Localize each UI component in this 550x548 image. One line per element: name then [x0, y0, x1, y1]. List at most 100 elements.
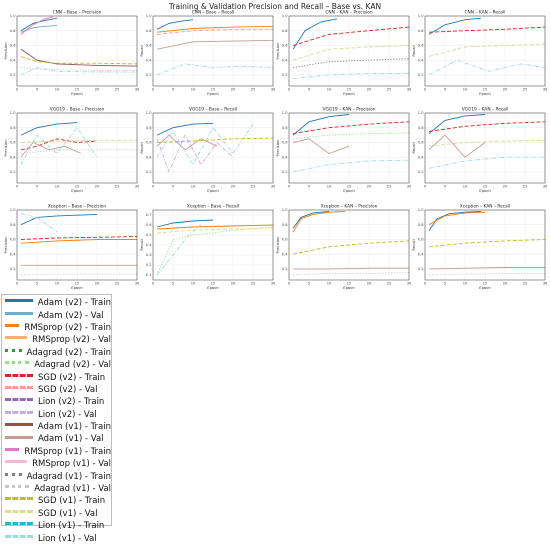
y-tick-label: 0.8 — [146, 29, 152, 33]
y-tick-label: 0.2 — [282, 267, 288, 271]
x-tick-label: 30 — [271, 185, 276, 189]
x-tick-label: 15 — [75, 185, 80, 189]
legend-item: Adagrad (v2) - Val — [2, 359, 111, 371]
x-tick-label: 0 — [424, 282, 427, 286]
x-tick-label: 5 — [36, 185, 38, 189]
y-tick-label: 1.0 — [282, 208, 288, 212]
series-line-adam-v2-train — [156, 219, 214, 228]
series-line-lion-v1-val — [428, 156, 545, 169]
series-line-lion-v1-val — [156, 63, 274, 76]
series-line-sgd-v2-train — [292, 121, 410, 135]
x-axis-label: Epoch — [343, 188, 355, 193]
legend-item: Adagrad (v1) - Val — [2, 483, 111, 495]
y-tick-label: 0.4 — [282, 58, 288, 62]
y-tick-label: 0.2 — [418, 73, 424, 77]
legend-item: SGD (v1) - Val — [2, 508, 111, 520]
subplot-10: Xception – Base – Recall 0.1 0.2 0.3 0.4 0.5 0… — [139, 204, 276, 291]
subplot-3: CNN – KAN – Precision 0.2 0.4 0.6 0.8 1.0 0 5 10… — [275, 10, 412, 97]
y-tick-label: 0.4 — [418, 252, 424, 256]
x-tick-label: 15 — [483, 185, 488, 189]
x-tick-label: 25 — [251, 282, 256, 286]
legend-swatch — [5, 497, 33, 510]
x-tick-label: 5 — [308, 185, 310, 189]
x-tick-label: 0 — [424, 185, 427, 189]
series-line-rmsprop-v2-train — [428, 211, 486, 226]
y-tick-label: 0.8 — [146, 126, 152, 130]
series-line-adam-v2-train — [292, 211, 330, 229]
y-axis-label: Precision — [3, 139, 8, 157]
series-line-rmsprop-v1-train — [20, 16, 54, 35]
series-line-lion-v1-val — [292, 73, 409, 80]
legend-label: Adagrad (v1) - Val — [34, 484, 111, 495]
y-tick-label: 0.8 — [10, 29, 16, 33]
x-tick-label: 30 — [135, 282, 140, 286]
legend-swatch — [5, 435, 33, 449]
y-tick-label: 0.4 — [418, 155, 424, 159]
series-line-adam-v2-train — [20, 213, 98, 226]
y-tick-label: 0.8 — [282, 29, 288, 33]
y-tick-label: 0.1 — [146, 273, 152, 277]
y-axis-label: Precision — [3, 42, 8, 60]
legend-swatch — [5, 336, 28, 349]
series-line-sgd-v1-val — [428, 139, 546, 147]
legend-item: Lion (v1) - Train — [2, 520, 111, 532]
series-line-adam-v2-train — [20, 122, 78, 136]
chart-grid: CNN – Base – Precision 0.2 0.4 0.6 0.8 1.0 0 5 1… — [3, 10, 548, 291]
legend-label: Adam (v1) - Val — [38, 434, 104, 445]
series-line-adagrad-v1-val — [20, 273, 137, 276]
series-line-sgd-v2-train — [20, 236, 138, 240]
x-axis-label: Epoch — [207, 285, 219, 290]
x-tick-label: 5 — [308, 282, 310, 286]
series-line-lion-v1-val — [20, 126, 98, 165]
plot-frame — [16, 209, 138, 281]
x-axis-label: Epoch — [71, 188, 83, 193]
x-axis-label: Epoch — [71, 285, 83, 290]
legend-swatch — [5, 522, 33, 535]
legend-item: Adam (v1) - Train — [2, 421, 111, 433]
x-tick-label: 5 — [444, 282, 446, 286]
subplot-title: Xception – KAN – Precision — [321, 204, 378, 210]
y-tick-label: 0.6 — [146, 141, 152, 145]
plot-frame — [152, 15, 274, 87]
plot-frame — [152, 112, 274, 184]
series-line-adagrad-v2-val — [292, 132, 410, 140]
x-tick-label: 30 — [543, 282, 548, 286]
y-tick-label: 0.4 — [146, 243, 152, 247]
y-tick-label: 1.0 — [282, 14, 288, 18]
y-tick-label: 0.6 — [146, 44, 152, 48]
legend-swatch — [5, 460, 28, 473]
x-tick-label: 20 — [95, 185, 100, 189]
series-line-adam-v2-train — [156, 122, 214, 136]
x-tick-label: 15 — [483, 88, 488, 92]
x-tick-label: 25 — [523, 185, 528, 189]
series-line-adam-v1-val — [20, 141, 82, 158]
y-tick-label: 1.0 — [10, 111, 16, 115]
legend-label: Lion (v1) - Train — [38, 521, 105, 532]
legend-item: SGD (v2) - Val — [2, 384, 111, 396]
subplot-title: Xception – Base – Precision — [48, 204, 107, 210]
x-tick-label: 10 — [327, 88, 332, 92]
x-tick-label: 15 — [75, 88, 80, 92]
legend-label: SGD (v1) - Train — [38, 496, 106, 507]
x-tick-label: 0 — [16, 282, 19, 286]
y-tick-label: 1.0 — [418, 14, 424, 18]
x-axis-label: Epoch — [479, 285, 491, 290]
x-tick-label: 5 — [172, 282, 174, 286]
x-tick-label: 25 — [387, 282, 392, 286]
plot-frame — [424, 15, 546, 87]
subplot-2: CNN – Base – Recall 0.2 0.4 0.6 0.8 1.0 0 5 10 15… — [139, 10, 276, 97]
x-tick-label: 5 — [308, 88, 310, 92]
x-tick-label: 10 — [55, 88, 60, 92]
y-tick-label: 0.6 — [418, 238, 424, 242]
legend-item: RMSprop (v2) - Val — [2, 334, 111, 346]
x-tick-label: 20 — [367, 185, 372, 189]
y-axis-label: Recall — [139, 142, 144, 153]
x-axis-label: Epoch — [479, 91, 491, 96]
series-line-lion-v1-val — [292, 159, 410, 173]
y-tick-label: 0.4 — [282, 252, 288, 256]
subplot-title: Xception – KAN – Recall — [460, 204, 510, 210]
x-tick-label: 30 — [407, 185, 412, 189]
legend-item: SGD (v1) - Train — [2, 495, 111, 507]
y-tick-label: 0.6 — [10, 238, 16, 242]
y-tick-label: 0.2 — [418, 170, 424, 174]
